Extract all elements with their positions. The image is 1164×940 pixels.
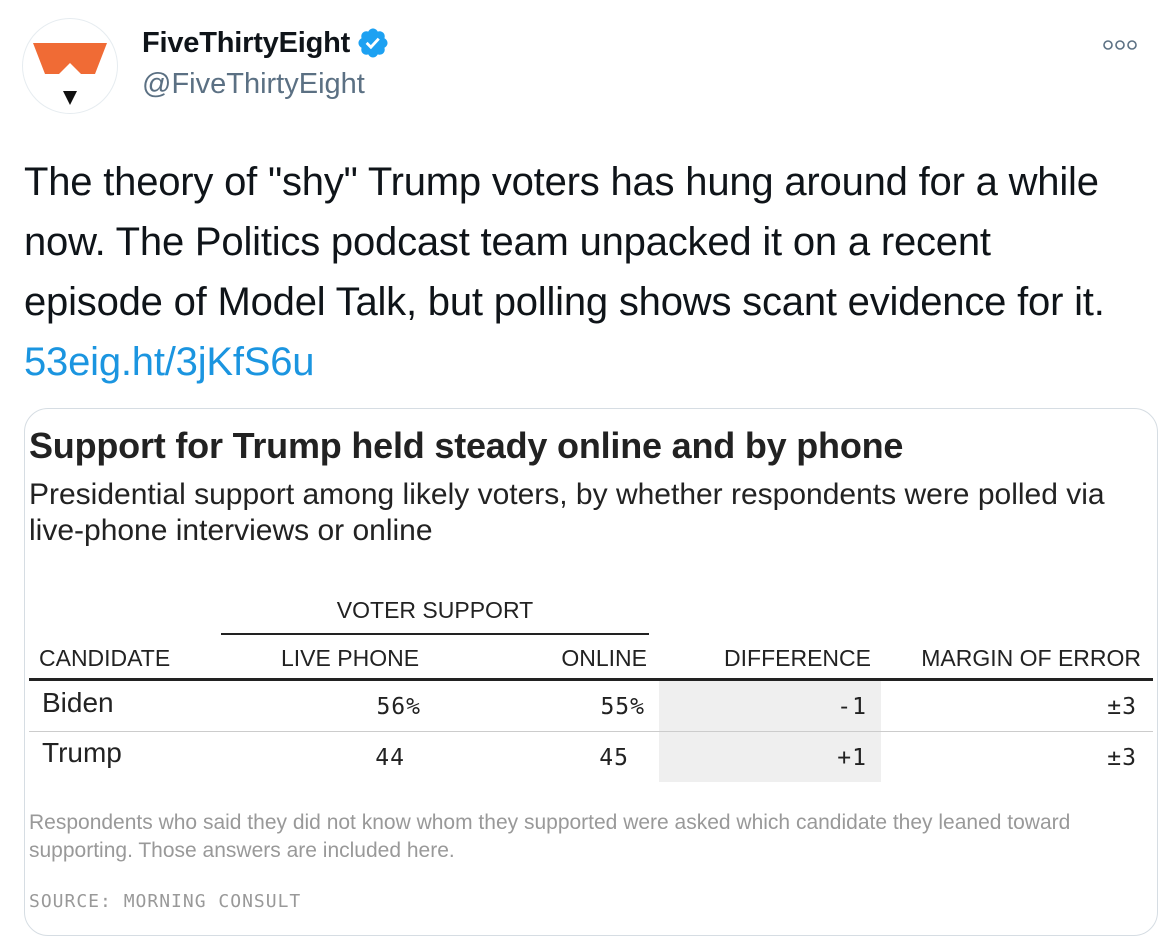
column-header-candidate: CANDIDATE: [39, 645, 171, 671]
table-cell-online: 55%: [600, 694, 645, 720]
author-name-text: FiveThirtyEight: [142, 26, 351, 59]
difference-highlight-row-2: [659, 732, 881, 782]
tweet-body: The theory of "shy" Trump voters has hun…: [24, 160, 1105, 324]
tweet-text: The theory of "shy" Trump voters has hun…: [24, 152, 1134, 392]
table-cell-live-phone: 56%: [376, 694, 421, 720]
table-cell-live-phone: 44: [375, 745, 405, 771]
table-cell-margin-of-error: ±3: [1107, 694, 1137, 720]
avatar[interactable]: [22, 18, 118, 114]
author-handle[interactable]: @FiveThirtyEight: [142, 68, 365, 100]
column-header-live-phone: LIVE PHONE: [281, 645, 420, 671]
chart-title: Support for Trump held steady online and…: [29, 425, 904, 466]
voter-support-group-header: VOTER SUPPORT: [336, 597, 534, 623]
table-cell-candidate: Trump: [42, 737, 122, 768]
table-cell-online: 45: [599, 745, 629, 771]
table-cell-difference: -1: [837, 694, 867, 720]
table-header-rule: [29, 678, 1153, 681]
chart-source: SOURCE: MORNING CONSULT: [29, 891, 302, 912]
group-header-rule: [221, 633, 649, 635]
more-options-icon: [1103, 40, 1137, 50]
table-cell-difference: +1: [837, 745, 867, 771]
column-header-online: ONLINE: [561, 645, 647, 671]
column-header-difference: DIFFERENCE: [724, 645, 871, 671]
difference-highlight-row-1: [659, 681, 881, 731]
more-options-button[interactable]: [1100, 30, 1140, 60]
chart-card[interactable]: Support for Trump held steady online and…: [24, 408, 1158, 936]
fivethirtyeight-fox-logo-icon: [33, 43, 107, 105]
verified-badge-icon: [356, 26, 390, 60]
table-cell-margin-of-error: ±3: [1107, 745, 1137, 771]
chart-subtitle: Presidential support among likely voters…: [29, 478, 1105, 547]
tweet-link[interactable]: 53eig.ht/3jKfS6u: [24, 340, 315, 384]
column-header-margin-of-error: MARGIN OF ERROR: [921, 645, 1141, 671]
chart-footnote: Respondents who said they did not know w…: [29, 811, 1071, 862]
table-row-divider: [29, 731, 1153, 732]
author-display-name[interactable]: FiveThirtyEight: [142, 26, 390, 60]
table-cell-candidate: Biden: [42, 687, 114, 718]
